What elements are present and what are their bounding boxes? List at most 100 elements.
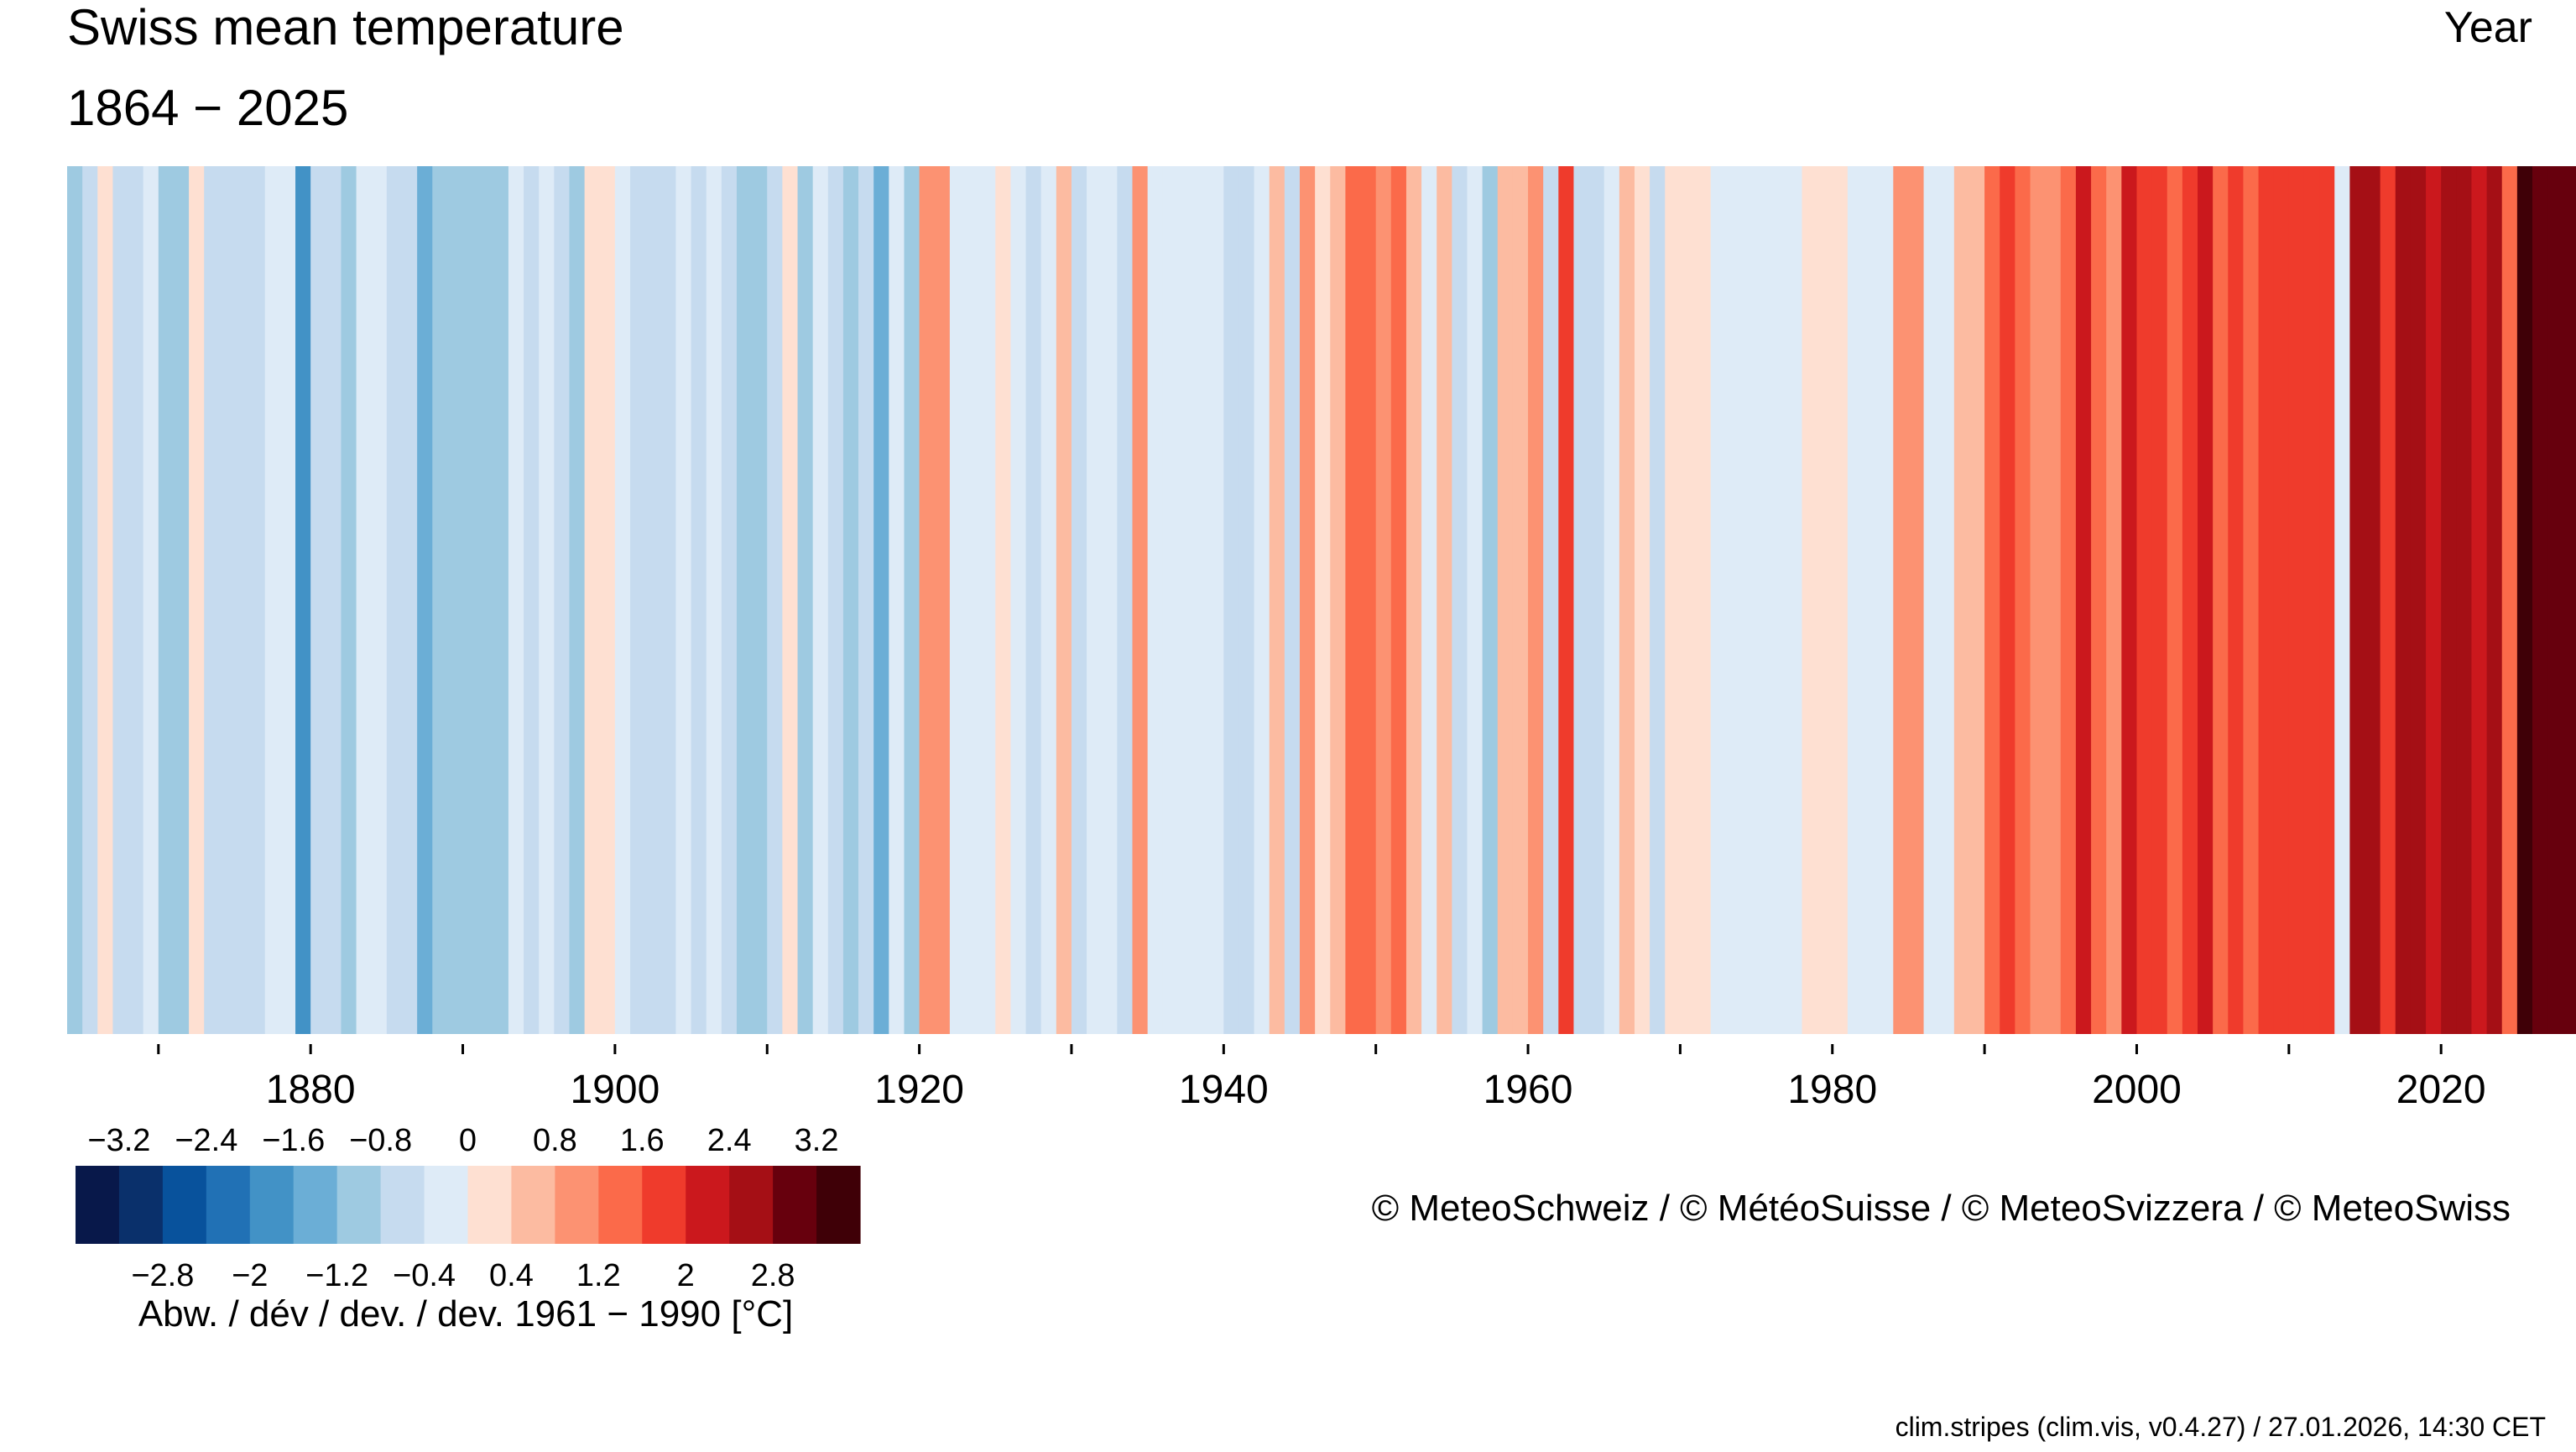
stripe-2022 bbox=[2471, 166, 2488, 1034]
stripe-1958 bbox=[1497, 166, 1514, 1034]
stripe-1897 bbox=[569, 166, 586, 1034]
stripe-1992 bbox=[2015, 166, 2031, 1034]
colorbar-bottom-label: −2.8 bbox=[131, 1258, 194, 1293]
stripe-2002 bbox=[2167, 166, 2183, 1034]
stripe-1999 bbox=[2121, 166, 2138, 1034]
stripe-1909 bbox=[752, 166, 768, 1034]
stripe-1871 bbox=[173, 166, 190, 1034]
colorbar-top-label: 0.8 bbox=[533, 1123, 577, 1158]
stripe-1979 bbox=[1817, 166, 1833, 1034]
stripe-1906 bbox=[706, 166, 722, 1034]
stripe-1975 bbox=[1756, 166, 1772, 1034]
stripe-1967 bbox=[1634, 166, 1650, 1034]
stripe-2003 bbox=[2182, 166, 2198, 1034]
stripe-2025 bbox=[2516, 166, 2533, 1034]
x-tick-label: 2020 bbox=[2396, 1068, 2486, 1112]
stripe-2007 bbox=[2243, 166, 2260, 1034]
colorbar-top-label: 3.2 bbox=[795, 1123, 839, 1158]
stripe-2009 bbox=[2273, 166, 2290, 1034]
stripe-1969 bbox=[1665, 166, 1681, 1034]
colorbar-swatch bbox=[511, 1166, 555, 1244]
stripe-1880 bbox=[310, 166, 326, 1034]
stripe-1976 bbox=[1771, 166, 1787, 1034]
stripe-1870 bbox=[158, 166, 175, 1034]
stripe-1966 bbox=[1619, 166, 1635, 1034]
stripe-1957 bbox=[1482, 166, 1499, 1034]
stripe-1889 bbox=[447, 166, 464, 1034]
stripe-1993 bbox=[2030, 166, 2047, 1034]
colorbar-swatch bbox=[773, 1166, 817, 1244]
colorbar-bottom-label: 1.2 bbox=[576, 1258, 621, 1293]
colorbar-top-label: 2.4 bbox=[707, 1123, 752, 1158]
stripe-1890 bbox=[462, 166, 479, 1034]
x-tick-label: 1920 bbox=[874, 1068, 964, 1112]
stripe-2008 bbox=[2258, 166, 2275, 1034]
colorbar-swatch bbox=[118, 1166, 164, 1244]
stripe-1913 bbox=[812, 166, 829, 1034]
colorbar-swatch bbox=[816, 1166, 861, 1244]
stripe-1916 bbox=[858, 166, 874, 1034]
chart-title: Swiss mean temperature bbox=[67, 0, 624, 55]
stripe-1930 bbox=[1071, 166, 1087, 1034]
stripe-1982 bbox=[1863, 166, 1879, 1034]
stripe-1960 bbox=[1528, 166, 1544, 1034]
colorbar-swatch bbox=[162, 1166, 207, 1244]
stripe-2010 bbox=[2288, 166, 2305, 1034]
colorbar-swatch bbox=[249, 1166, 295, 1244]
stripe-1888 bbox=[432, 166, 448, 1034]
colorbar-bottom-label: 0.4 bbox=[489, 1258, 534, 1293]
stripe-1881 bbox=[326, 166, 342, 1034]
stripe-1864 bbox=[67, 166, 83, 1034]
colorbar-swatch bbox=[336, 1166, 382, 1244]
stripe-1945 bbox=[1300, 166, 1316, 1034]
stripe-1985 bbox=[1908, 166, 1925, 1034]
stripe-1907 bbox=[721, 166, 738, 1034]
stripe-1997 bbox=[2091, 166, 2107, 1034]
stripe-1898 bbox=[584, 166, 601, 1034]
stripe-1984 bbox=[1893, 166, 1910, 1034]
stripe-1973 bbox=[1725, 166, 1742, 1034]
stripe-1869 bbox=[143, 166, 159, 1034]
stripe-1931 bbox=[1087, 166, 1103, 1034]
stripe-1955 bbox=[1452, 166, 1468, 1034]
stripe-1946 bbox=[1315, 166, 1331, 1034]
colorbar-top-label: −1.6 bbox=[262, 1123, 325, 1158]
stripe-1883 bbox=[356, 166, 373, 1034]
x-tick-label: 1880 bbox=[266, 1068, 356, 1112]
stripe-1968 bbox=[1650, 166, 1666, 1034]
footer-credit: clim.stripes (clim.vis, v0.4.27) / 27.01… bbox=[1895, 1412, 2546, 1442]
stripe-1998 bbox=[2106, 166, 2122, 1034]
stripe-2019 bbox=[2426, 166, 2442, 1034]
stripe-1875 bbox=[234, 166, 251, 1034]
stripe-1990 bbox=[1984, 166, 2000, 1034]
stripe-1972 bbox=[1710, 166, 1727, 1034]
stripe-1893 bbox=[508, 166, 524, 1034]
stripe-1895 bbox=[539, 166, 555, 1034]
stripe-1922 bbox=[949, 166, 966, 1034]
stripe-1928 bbox=[1040, 166, 1057, 1034]
stripe-1943 bbox=[1269, 166, 1285, 1034]
stripe-1914 bbox=[827, 166, 844, 1034]
stripe-1891 bbox=[477, 166, 494, 1034]
stripe-2012 bbox=[2319, 166, 2335, 1034]
stripe-1896 bbox=[554, 166, 571, 1034]
stripe-2014 bbox=[2349, 166, 2366, 1034]
stripe-2027 bbox=[2547, 166, 2563, 1034]
stripe-2021 bbox=[2456, 166, 2473, 1034]
x-tick-label: 1980 bbox=[1787, 1068, 1877, 1112]
stripe-1953 bbox=[1421, 166, 1437, 1034]
colorbar: −3.2 −2.4 −1.6 −0.8 0 0.8 1.6 2.4 3.2 −2.8 −2 −1.2−… bbox=[76, 1123, 861, 1293]
colorbar-swatch bbox=[729, 1166, 774, 1244]
stripe-1991 bbox=[2000, 166, 2015, 1034]
stripe-1933 bbox=[1117, 166, 1134, 1034]
stripe-1874 bbox=[219, 166, 236, 1034]
stripe-1940 bbox=[1223, 166, 1240, 1034]
stripe-1905 bbox=[691, 166, 707, 1034]
stripe-1920 bbox=[919, 166, 936, 1034]
colorbar-swatch bbox=[293, 1166, 338, 1244]
stripe-1939 bbox=[1208, 166, 1224, 1034]
stripe-1923 bbox=[965, 166, 981, 1034]
stripe-1948 bbox=[1345, 166, 1362, 1034]
stripe-1908 bbox=[736, 166, 753, 1034]
stripe-1926 bbox=[1010, 166, 1027, 1034]
